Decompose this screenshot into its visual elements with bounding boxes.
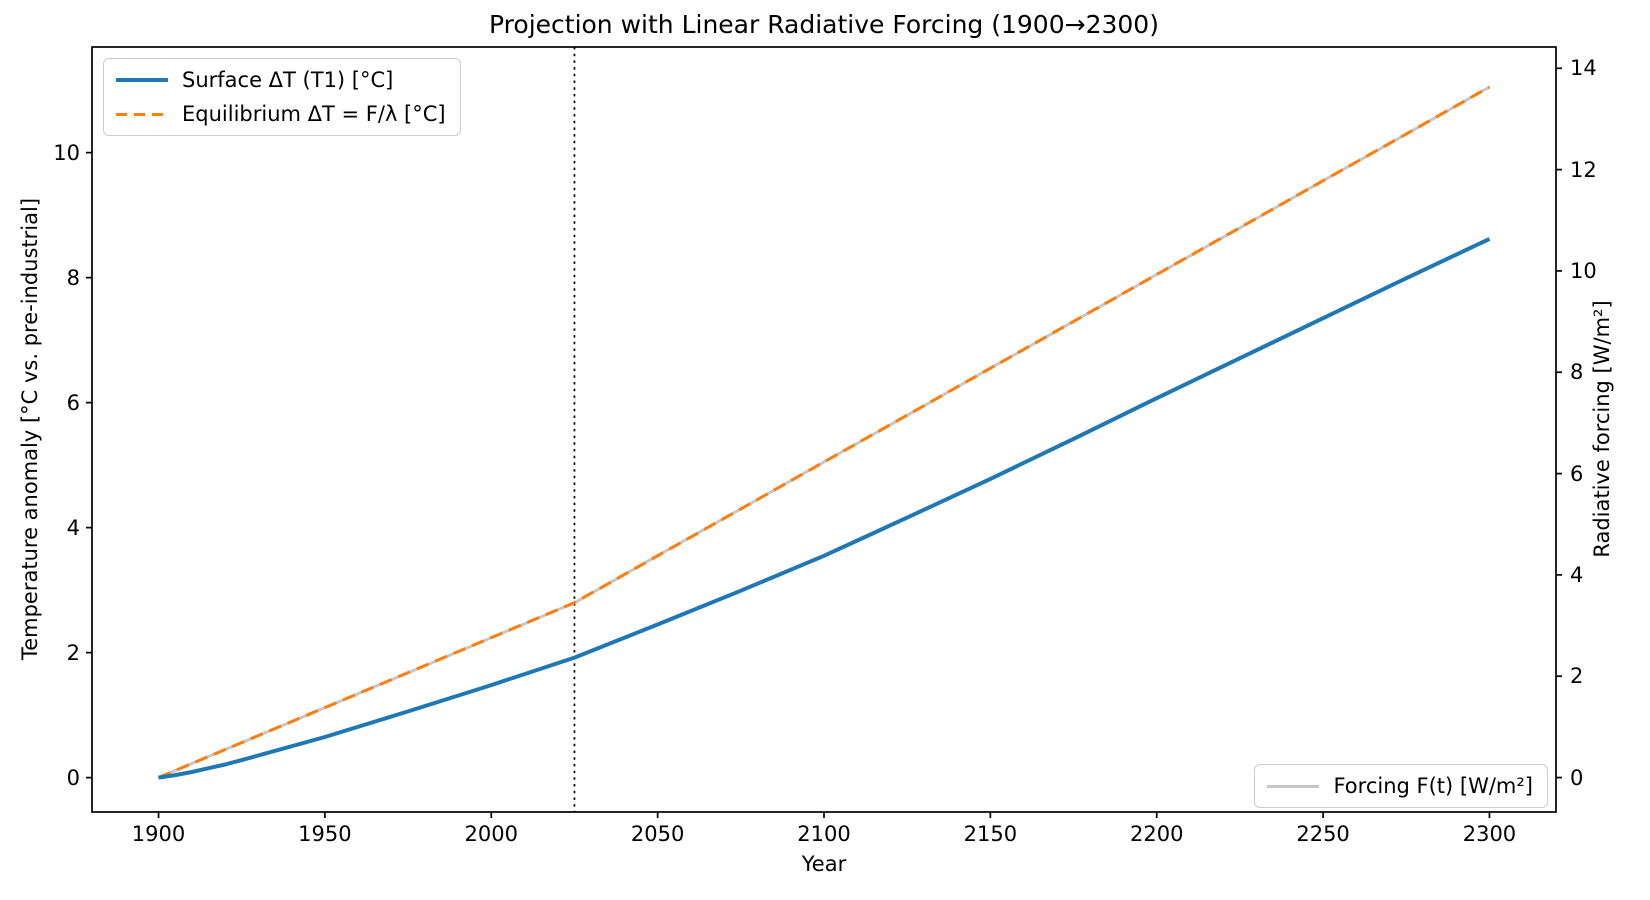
x-tick-label: 2050 [630, 822, 685, 846]
y-tick-label-left: 10 [53, 140, 80, 165]
x-tick-label: 1900 [131, 822, 186, 846]
legend-entry-surface: Surface ΔT (T1) [°C] [116, 67, 446, 93]
y-tick-label-left: 0 [66, 765, 80, 790]
y-tick-label-right: 8 [1570, 360, 1584, 385]
y-tick-label-left: 2 [66, 640, 80, 665]
series-line-2 [158, 237, 1491, 780]
series-line-0 [157, 85, 1491, 779]
legend-entry-equilibrium: Equilibrium ΔT = F/λ [°C] [116, 101, 446, 127]
x-tick-label: 2200 [1129, 822, 1184, 846]
x-tick-label: 2150 [963, 822, 1018, 846]
y-tick-label-left: 8 [66, 265, 80, 290]
y-tick-label-right: 12 [1570, 157, 1597, 182]
y-axis-label-right: Radiative forcing [W/m²] [1590, 300, 1614, 558]
axes-spines [91, 46, 1557, 813]
legend-label-surface: Surface ΔT (T1) [°C] [182, 68, 394, 92]
x-tick-label: 2250 [1296, 822, 1350, 846]
y-tick-label-right: 4 [1570, 562, 1584, 587]
legend-label-equilibrium: Equilibrium ΔT = F/λ [°C] [182, 102, 446, 126]
x-tick-label: 1950 [298, 822, 352, 846]
y-tick-label-right: 2 [1570, 664, 1584, 689]
line-sample-surface-icon [116, 78, 168, 82]
legend-forcing: Forcing F(t) [W/m²] [1254, 764, 1548, 808]
line-sample-forcing-icon [1267, 784, 1320, 788]
chart-title: Projection with Linear Radiative Forcing… [489, 10, 1159, 39]
series-line-1 [157, 85, 1491, 779]
x-tick-label: 2000 [464, 822, 518, 846]
y-tick-label-right: 6 [1570, 461, 1584, 486]
y-tick-label-right: 14 [1570, 56, 1597, 81]
x-tick-label: 2300 [1462, 822, 1517, 846]
x-axis-label: Year [801, 852, 847, 876]
legend-label-forcing: Forcing F(t) [W/m²] [1333, 774, 1533, 798]
line-sample-equilibrium-icon [116, 112, 168, 116]
legend-temperature: Surface ΔT (T1) [°C] Equilibrium ΔT = F/… [103, 58, 461, 136]
legend-entry-forcing: Forcing F(t) [W/m²] [1267, 773, 1533, 799]
x-tick-label: 2100 [797, 822, 851, 846]
y-tick-label-left: 6 [66, 390, 80, 415]
y-tick-label-right: 0 [1570, 765, 1584, 790]
y-tick-label-right: 10 [1570, 258, 1597, 283]
y-tick-label-left: 4 [66, 515, 80, 540]
